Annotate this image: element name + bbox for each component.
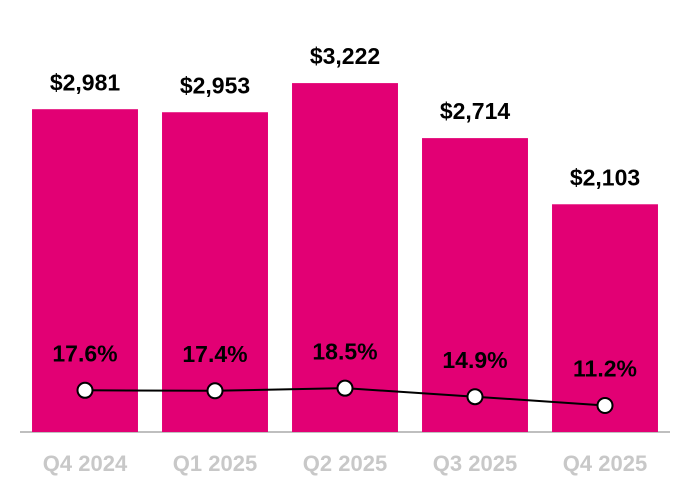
bar-value-label: $2,953 — [180, 72, 250, 98]
line-point — [76, 381, 94, 399]
bar — [162, 112, 268, 432]
bar — [422, 138, 528, 433]
bar — [292, 83, 398, 433]
bar — [552, 204, 658, 432]
bar-value-label: $2,714 — [440, 98, 511, 124]
bar-value-label: $2,103 — [570, 164, 640, 190]
line-value-label: 11.2% — [573, 356, 637, 382]
line-point — [206, 382, 224, 400]
x-tick-label: Q4 2025 — [563, 451, 647, 476]
line-value-label: 17.4% — [182, 341, 247, 367]
bar-value-label: $3,222 — [310, 43, 380, 69]
x-tick-label: Q3 2025 — [433, 451, 517, 476]
line-value-label: 17.6% — [52, 340, 117, 366]
x-tick-label: Q1 2025 — [173, 451, 257, 476]
line-point — [596, 396, 614, 414]
line-value-label: 18.5% — [312, 338, 377, 364]
line-value-label: 14.9% — [442, 347, 507, 373]
bar — [32, 109, 138, 432]
bar-value-label: $2,981 — [50, 69, 121, 95]
line-point — [336, 379, 354, 397]
x-tick-label: Q4 2024 — [43, 451, 128, 476]
x-tick-label: Q2 2025 — [303, 451, 387, 476]
line-point — [466, 388, 484, 406]
